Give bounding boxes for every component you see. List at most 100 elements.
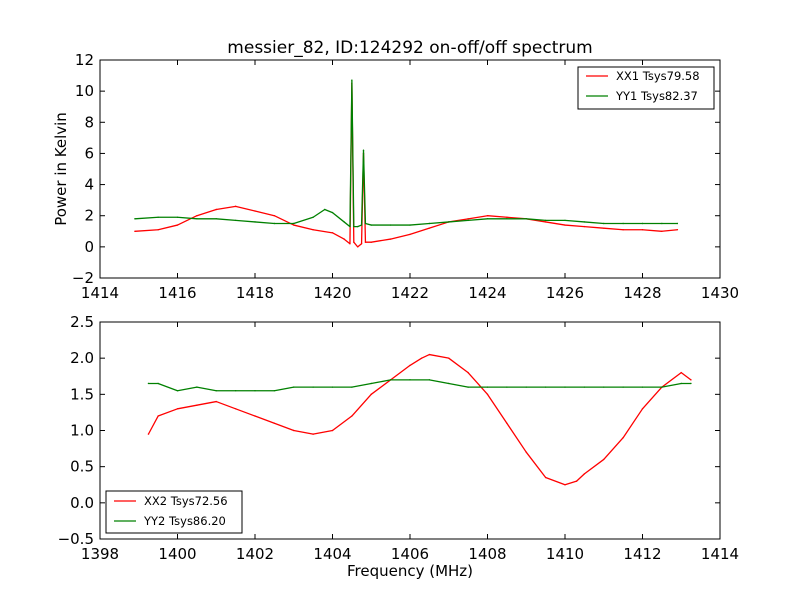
- data-point-1-0-17: [448, 357, 450, 359]
- data-point-0-1-4: [215, 218, 217, 220]
- data-point-1-0-12: [370, 393, 372, 396]
- data-point-0-0-31: [603, 227, 605, 229]
- top-plot-series-group: [134, 79, 679, 248]
- data-point-0-1-23: [428, 222, 431, 225]
- data-point-0-1-27: [506, 218, 508, 220]
- data-point-0-1-8: [293, 222, 295, 225]
- bottom-plot-ticks: 1398 1400 1402 1404 1406 1408 1410 1412 1414 −0.5…: [58, 313, 740, 563]
- top-plot-ticks: 1414 1416 1418 1420 1422 1424 1426 1428 1430 −2 0 2…: [72, 51, 739, 302]
- data-point-1-1-24: [603, 386, 605, 388]
- data-point-1-0-6: [254, 415, 256, 417]
- data-point-0-1-12: [343, 221, 345, 223]
- y-tick-label-0-2: 2: [84, 207, 94, 225]
- data-point-0-0-34: [661, 230, 663, 232]
- data-point-1-1-22: [564, 386, 566, 388]
- data-point-0-1-22: [409, 224, 411, 226]
- bottom-plot-legend: XX2 Tsys72.56 YY2 Tsys86.20: [105, 490, 243, 534]
- y-tick-label-1-3: 1.0: [70, 422, 94, 440]
- y-tick-label-0-3: 4: [84, 176, 94, 194]
- data-point-0-0-11: [343, 238, 345, 240]
- bottom-legend-label-yy2: YY2 Tsys86.20: [143, 514, 226, 528]
- data-point-0-0-32: [622, 229, 624, 231]
- data-point-0-0-1: [157, 229, 159, 231]
- data-point-0-1-16: [356, 225, 359, 228]
- data-point-0-1-6: [254, 221, 256, 223]
- data-point-1-1-14: [409, 379, 411, 381]
- data-point-0-0-35: [676, 229, 679, 231]
- x-tick-label-0-6: 1426: [546, 284, 584, 302]
- data-point-0-1-9: [312, 216, 314, 218]
- data-point-1-1-25: [622, 386, 624, 388]
- top-plot-y-axis-label: Power in Kelvin: [52, 112, 70, 226]
- data-point-1-1-4: [215, 390, 217, 392]
- data-point-0-1-24: [448, 221, 450, 223]
- x-tick-label-1-2: 1402: [236, 545, 274, 563]
- y-tick-label-0-0: −2: [72, 269, 94, 287]
- bottom-plot-frame: [99, 321, 721, 540]
- data-point-1-1-27: [661, 386, 663, 388]
- data-point-1-1-10: [331, 386, 334, 388]
- data-point-1-0-1: [157, 415, 159, 417]
- data-point-0-1-1: [157, 216, 159, 218]
- data-point-1-0-21: [525, 451, 527, 453]
- y-tick-label-0-4: 6: [84, 144, 94, 162]
- x-tick-label-1-1: 1400: [158, 545, 196, 563]
- x-tick-label-1-8: 1414: [701, 545, 739, 563]
- data-point-0-0-3: [196, 215, 198, 217]
- data-point-1-0-11: [351, 415, 353, 417]
- data-point-1-0-19: [486, 393, 489, 396]
- data-point-1-0-30: [680, 371, 682, 374]
- data-point-1-0-22: [544, 476, 547, 479]
- data-point-1-0-25: [583, 473, 586, 475]
- data-point-0-0-12: [349, 243, 351, 245]
- x-tick-label-0-3: 1420: [313, 284, 351, 302]
- x-tick-label-1-5: 1408: [468, 545, 506, 563]
- data-point-0-1-30: [564, 219, 566, 222]
- data-point-1-1-6: [254, 390, 256, 392]
- data-point-0-0-26: [506, 216, 508, 218]
- data-point-0-0-0: [134, 230, 136, 232]
- y-tick-label-0-6: 10: [75, 82, 94, 100]
- data-point-1-0-9: [312, 433, 314, 435]
- data-point-0-1-7: [273, 222, 276, 225]
- data-point-1-1-19: [506, 386, 508, 388]
- data-point-1-1-13: [389, 379, 392, 381]
- data-point-0-1-20: [370, 224, 372, 226]
- data-point-1-0-2: [176, 408, 179, 410]
- data-point-0-0-25: [486, 215, 489, 217]
- data-point-0-1-3: [196, 218, 198, 220]
- data-point-0-0-14: [353, 241, 355, 243]
- top-plot-frame: [99, 59, 721, 279]
- x-tick-label-1-0: 1398: [81, 545, 119, 563]
- bottom-plot: Frequency (MHz) 1398 1400 1402 1404 1406 1408…: [58, 313, 740, 580]
- data-point-1-1-20: [525, 386, 527, 388]
- data-point-1-1-18: [486, 386, 489, 388]
- data-point-1-1-7: [273, 390, 276, 392]
- y-tick-label-1-4: 1.5: [70, 385, 94, 403]
- data-point-0-1-10: [324, 208, 326, 211]
- data-point-0-0-19: [370, 241, 372, 243]
- x-tick-label-0-1: 1416: [158, 284, 196, 302]
- data-point-1-1-8: [293, 386, 295, 388]
- data-point-1-1-15: [428, 379, 431, 381]
- bottom-legend-box: [105, 490, 243, 534]
- y-tick-label-1-1: 0.0: [70, 494, 94, 512]
- x-tick-label-1-7: 1412: [623, 545, 661, 563]
- data-point-0-1-2: [176, 216, 179, 218]
- data-point-1-1-26: [641, 386, 644, 388]
- data-point-0-0-18: [364, 241, 367, 243]
- top-plot: messier_82, ID:124292 on-off/off spectru…: [52, 38, 739, 302]
- data-point-0-1-21: [389, 224, 392, 226]
- top-legend-box: [577, 66, 715, 110]
- data-point-0-1-0: [134, 218, 136, 220]
- data-point-1-0-3: [196, 404, 198, 406]
- data-point-0-0-21: [409, 233, 411, 236]
- data-point-0-1-15: [353, 225, 355, 228]
- data-point-1-1-2: [176, 390, 179, 392]
- top-legend-label-yy1: YY1 Tsys82.37: [615, 89, 698, 103]
- data-point-1-1-29: [690, 382, 692, 385]
- data-point-0-1-35: [661, 222, 663, 225]
- data-point-1-1-23: [583, 386, 586, 388]
- data-point-0-1-5: [234, 219, 237, 222]
- series-line-1-0: [147, 353, 692, 486]
